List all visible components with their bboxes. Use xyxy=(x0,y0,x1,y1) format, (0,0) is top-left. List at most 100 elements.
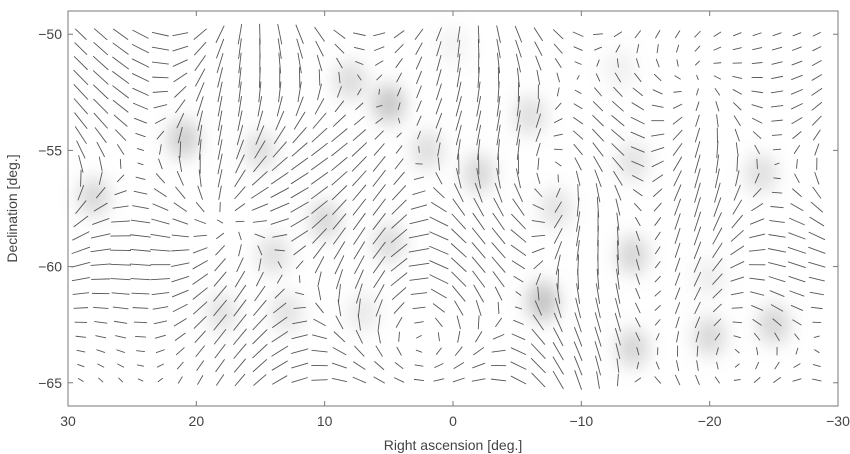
vector-stick xyxy=(573,341,583,361)
vector-stick xyxy=(213,285,227,302)
vector-stick xyxy=(594,326,602,347)
vector-stick xyxy=(414,364,424,367)
vector-stick xyxy=(732,199,742,215)
vector-stick xyxy=(233,343,247,359)
vector-stick xyxy=(152,90,169,93)
vector-stick xyxy=(770,206,784,209)
vector-stick xyxy=(258,67,261,88)
density-blob xyxy=(270,293,303,334)
vector-stick xyxy=(631,102,645,111)
vector-stick xyxy=(695,374,700,385)
vector-stick xyxy=(673,170,682,187)
vector-stick xyxy=(712,258,723,272)
vector-stick xyxy=(172,45,189,52)
vector-stick xyxy=(391,229,408,243)
vector-stick xyxy=(451,285,466,302)
vector-stick xyxy=(295,292,305,295)
vector-stick xyxy=(295,24,304,44)
vector-stick xyxy=(510,361,527,370)
vector-stick xyxy=(672,129,683,141)
vector-stick xyxy=(333,227,346,245)
vector-stick xyxy=(457,53,461,73)
vector-stick xyxy=(311,127,328,143)
vector-stick xyxy=(217,124,223,146)
vector-stick xyxy=(616,240,619,261)
vector-stick xyxy=(652,89,663,95)
vector-stick xyxy=(713,62,722,64)
vector-stick xyxy=(176,170,184,186)
vector-stick xyxy=(258,258,262,272)
vector-stick xyxy=(773,377,781,383)
vector-stick xyxy=(596,268,600,290)
vector-stick xyxy=(510,229,527,243)
vector-stick xyxy=(96,349,106,353)
vector-stick xyxy=(812,129,821,141)
vector-stick xyxy=(73,69,89,85)
vector-stick xyxy=(437,332,440,342)
vector-stick xyxy=(351,156,367,172)
vector-stick xyxy=(193,301,208,315)
vector-stick xyxy=(373,270,386,288)
vector-stick xyxy=(234,373,246,387)
vector-stick xyxy=(409,277,429,281)
vector-stick xyxy=(197,375,204,385)
vector-stick xyxy=(277,261,282,269)
vector-stick xyxy=(693,271,702,287)
vector-stick xyxy=(674,75,681,80)
vector-stick xyxy=(471,242,486,259)
vector-stick xyxy=(153,104,168,109)
vector-stick xyxy=(155,349,165,354)
vector-stick xyxy=(654,217,662,226)
x-tick-label: 30 xyxy=(60,413,76,429)
vector-stick xyxy=(234,270,246,288)
vector-stick xyxy=(573,355,583,376)
vector-stick xyxy=(435,317,443,327)
vector-stick xyxy=(352,129,366,141)
vector-stick xyxy=(435,172,443,185)
vector-stick xyxy=(496,95,501,117)
vector-stick xyxy=(477,315,480,330)
vector-stick xyxy=(634,203,642,212)
vector-stick xyxy=(712,303,722,313)
vector-stick xyxy=(477,139,481,160)
vector-stick xyxy=(532,204,545,211)
vector-stick xyxy=(771,61,783,65)
vector-stick xyxy=(153,320,168,325)
vector-stick xyxy=(90,248,111,253)
vector-stick xyxy=(635,216,641,227)
vector-stick xyxy=(317,286,322,301)
vector-stick xyxy=(355,329,363,344)
vector-stick xyxy=(77,363,85,368)
vector-stick xyxy=(312,112,327,129)
vector-stick xyxy=(553,118,563,124)
vector-stick xyxy=(214,344,226,359)
vector-stick xyxy=(733,184,741,201)
vector-stick xyxy=(733,102,742,111)
vector-stick xyxy=(713,46,722,51)
vector-stick xyxy=(173,72,188,83)
vector-stick xyxy=(71,277,90,282)
vector-stick xyxy=(537,286,540,301)
vector-stick xyxy=(490,378,507,382)
vector-stick xyxy=(576,239,580,261)
vector-stick xyxy=(290,172,309,185)
vector-stick xyxy=(492,334,505,340)
vector-stick xyxy=(352,184,367,201)
vector-stick xyxy=(553,29,564,40)
vector-stick xyxy=(534,41,543,56)
vector-stick xyxy=(636,44,640,54)
density-blob xyxy=(539,188,572,229)
vector-stick xyxy=(334,100,345,113)
vector-stick xyxy=(510,244,527,256)
vector-stick xyxy=(612,157,624,171)
vector-stick xyxy=(788,232,806,240)
vector-stick xyxy=(429,245,449,255)
vector-stick xyxy=(437,142,441,157)
vector-stick xyxy=(356,283,363,304)
vector-stick xyxy=(156,130,165,140)
vector-stick xyxy=(769,290,785,297)
vector-stick xyxy=(673,91,682,93)
vector-stick xyxy=(293,111,306,130)
vector-stick xyxy=(494,182,503,203)
vector-stick xyxy=(150,278,171,281)
